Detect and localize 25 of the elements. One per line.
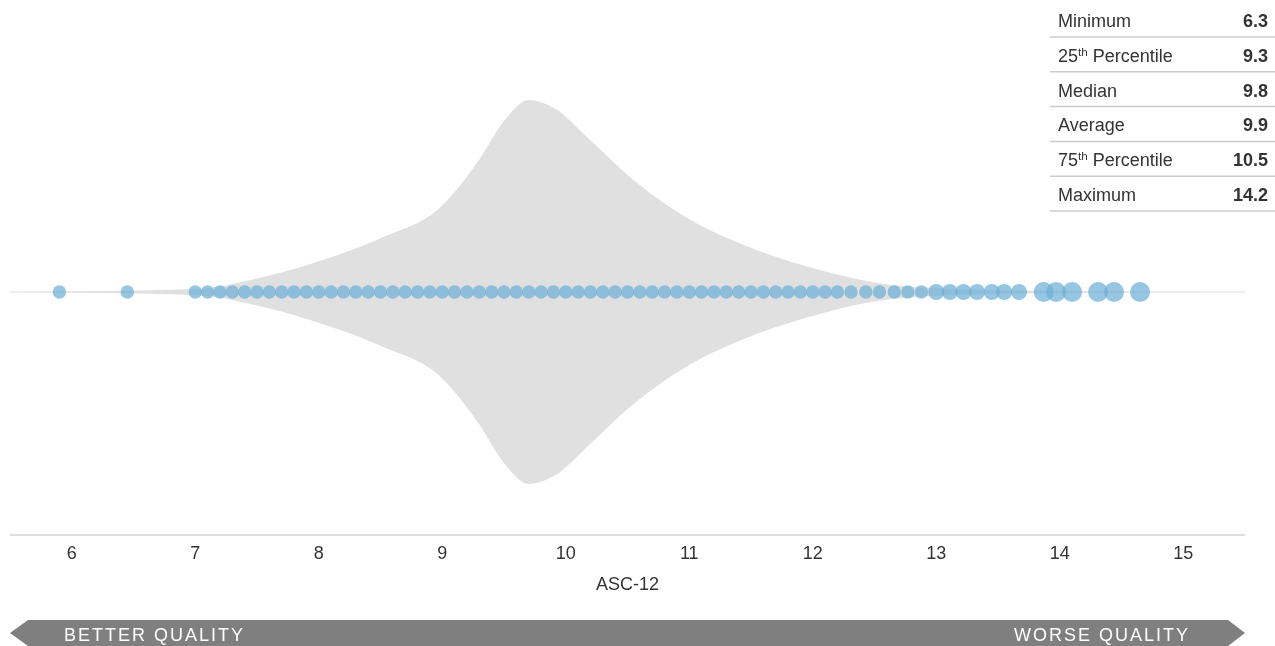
- x-axis-title: ASC-12: [595, 574, 660, 594]
- annotation: Median: [1058, 80, 1118, 101]
- annotation: 14.2: [1232, 185, 1268, 205]
- x-tick-label: 14: [1049, 543, 1070, 563]
- x-tick-label: 12: [802, 543, 823, 563]
- x-tick-label: 6: [66, 543, 77, 563]
- annotation: 9.9: [1242, 115, 1268, 136]
- annotation: 10.5: [1232, 150, 1268, 171]
- text: BETTER QUALITY: [64, 625, 246, 645]
- x-tick-label: 11: [679, 543, 699, 563]
- x-tick-label: 9: [437, 543, 448, 563]
- x-tick-label: 7: [190, 543, 201, 563]
- x-tick-label: 8: [313, 543, 324, 563]
- annotation: 9.8: [1242, 80, 1268, 101]
- x-tick-label: 15: [1173, 543, 1194, 563]
- annotation: 75$^{th}$ Percentile: [1058, 148, 1173, 171]
- text: 9.3: [1242, 45, 1268, 66]
- text: 6.3: [1242, 11, 1268, 31]
- x-tick-label: 10: [555, 543, 576, 563]
- text: 25$^{th}$ Percentile: [1058, 44, 1173, 66]
- text: WORSE QUALITY: [1013, 625, 1190, 645]
- x-tick-label: 13: [926, 543, 947, 563]
- text: Minimum: [1058, 11, 1132, 31]
- annotation: Average: [1058, 115, 1125, 136]
- annotation: Maximum: [1058, 185, 1137, 205]
